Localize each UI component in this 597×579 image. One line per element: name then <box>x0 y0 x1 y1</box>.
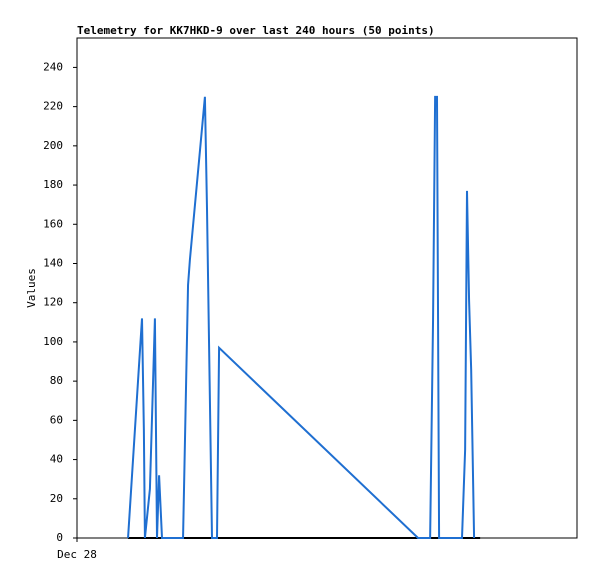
y-tick-label: 180 <box>43 178 63 191</box>
y-tick-label: 120 <box>43 296 63 309</box>
y-tick-label: 240 <box>43 60 63 73</box>
y-tick-label: 20 <box>50 492 63 505</box>
y-tick-label: 220 <box>43 100 63 113</box>
y-tick-label: 80 <box>50 374 63 387</box>
y-tick-label: 200 <box>43 139 63 152</box>
y-tick-label: 60 <box>50 413 63 426</box>
plot-frame <box>76 37 578 539</box>
data-line <box>127 95 476 539</box>
y-tick-label: 40 <box>50 453 63 466</box>
y-axis-label: Values <box>25 268 38 308</box>
x-tick-label: Dec 28 <box>57 548 97 561</box>
y-tick-label: 160 <box>43 217 63 230</box>
y-tick-label: 100 <box>43 335 63 348</box>
chart-title: Telemetry for KK7HKD-9 over last 240 hou… <box>77 24 435 37</box>
y-tick-label: 0 <box>56 531 63 544</box>
y-tick-label: 140 <box>43 256 63 269</box>
